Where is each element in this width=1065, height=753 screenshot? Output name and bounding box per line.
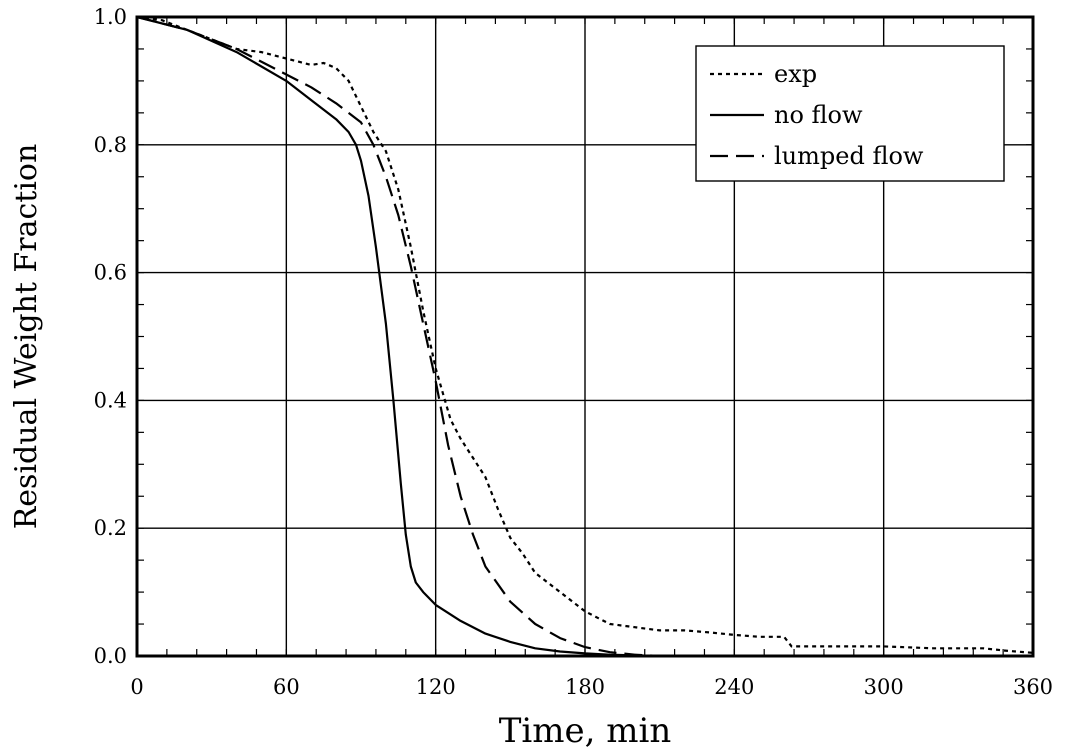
x-tick-label: 300 — [864, 675, 904, 699]
y-tick-label: 1.0 — [94, 5, 127, 29]
legend-box — [695, 45, 1005, 182]
y-tick-labels: 0.0 0.2 0.4 0.6 0.8 1.0 — [94, 5, 127, 668]
x-tick-label: 240 — [714, 675, 754, 699]
y-tick-label: 0.4 — [94, 388, 127, 412]
x-axis-title: Time, min — [499, 711, 672, 751]
series-layer — [136, 15, 1034, 658]
legend-label: lumped flow — [774, 142, 924, 170]
series-line-lumped-flow — [136, 15, 660, 658]
series-line-no-flow — [136, 15, 660, 658]
plot-area-frame — [135, 15, 1035, 658]
y-tick-label: 0.2 — [94, 516, 127, 540]
legend-label: no flow — [774, 101, 863, 129]
x-tick-label: 180 — [565, 675, 605, 699]
series-line-exp — [136, 15, 1034, 654]
x-tick-label: 120 — [416, 675, 456, 699]
legend: exp no flow lumped flow — [695, 45, 1005, 182]
x-tick-label: 60 — [273, 675, 300, 699]
x-tick-label: 0 — [130, 675, 143, 699]
y-tick-label: 0.0 — [94, 644, 127, 668]
x-tick-labels: 0 60 120 180 240 300 360 — [130, 675, 1053, 699]
x-tick-label: 360 — [1013, 675, 1053, 699]
legend-label: exp — [774, 60, 817, 88]
y-tick-label: 0.6 — [94, 261, 127, 285]
y-axis-title: Residual Weight Fraction — [9, 144, 44, 530]
y-tick-label: 0.8 — [94, 133, 127, 157]
